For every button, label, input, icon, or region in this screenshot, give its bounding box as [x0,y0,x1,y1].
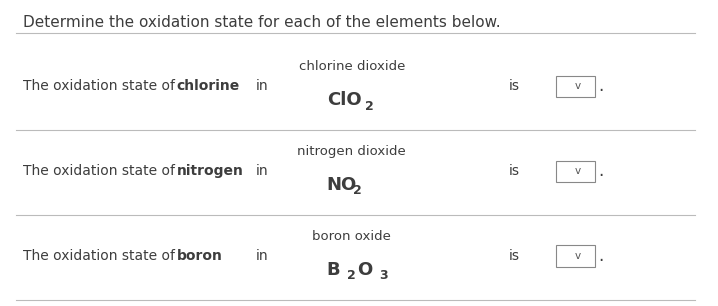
Text: is: is [509,164,521,178]
Text: in: in [256,249,268,263]
Text: v: v [574,166,580,176]
Text: in: in [256,164,268,178]
Text: The oxidation state of: The oxidation state of [23,164,175,178]
Text: .: . [599,77,604,95]
Text: NO: NO [327,176,357,194]
Text: 2: 2 [347,269,355,282]
Text: boron oxide: boron oxide [312,230,391,243]
Text: 3: 3 [379,269,388,282]
Text: 2: 2 [365,99,374,113]
FancyBboxPatch shape [556,76,595,97]
FancyBboxPatch shape [556,245,595,267]
Text: B: B [327,261,340,279]
Text: v: v [574,81,580,91]
Text: in: in [256,79,268,93]
Text: boron: boron [177,249,223,263]
FancyBboxPatch shape [556,161,595,182]
Text: The oxidation state of: The oxidation state of [23,79,175,93]
Text: chlorine dioxide: chlorine dioxide [299,60,405,73]
Text: nitrogen dioxide: nitrogen dioxide [297,145,406,158]
Text: The oxidation state of: The oxidation state of [23,249,175,263]
Text: Determine the oxidation state for each of the elements below.: Determine the oxidation state for each o… [23,15,500,30]
Text: nitrogen: nitrogen [177,164,243,178]
Text: chlorine: chlorine [177,79,240,93]
Text: is: is [509,79,521,93]
Text: O: O [358,261,373,279]
Text: .: . [599,162,604,180]
Text: is: is [509,249,521,263]
Text: v: v [574,251,580,261]
Text: ClO: ClO [327,91,361,109]
Text: .: . [599,247,604,265]
Text: 2: 2 [353,185,361,197]
